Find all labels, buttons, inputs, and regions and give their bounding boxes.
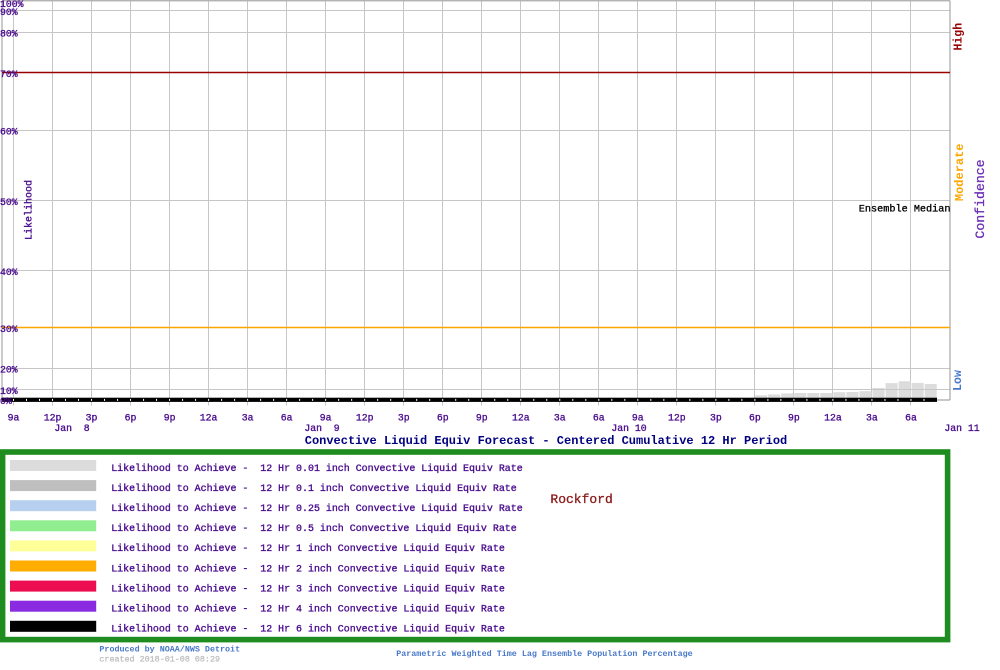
svg-text:created 2018-01-08 08:29: created 2018-01-08 08:29 [99,655,220,665]
svg-text:9p: 9p [476,412,488,423]
svg-text:Rockford: Rockford [550,492,612,507]
svg-text:3p: 3p [398,412,410,423]
svg-text:Likelihood to Achieve - 12 Hr: Likelihood to Achieve - 12 Hr 0.25 inch … [111,503,523,514]
svg-text:20%: 20% [0,365,18,376]
svg-text:6a: 6a [593,412,605,423]
svg-text:12a: 12a [824,412,842,423]
svg-text:0%: 0% [0,396,12,407]
svg-text:30%: 30% [0,324,18,335]
svg-text:12p: 12p [44,412,62,423]
svg-text:9a: 9a [632,412,644,423]
svg-text:Jan 10: Jan 10 [611,423,646,434]
svg-text:70%: 70% [0,69,18,80]
svg-text:3a: 3a [554,412,566,423]
svg-text:Low: Low [952,370,965,391]
svg-text:6p: 6p [437,412,449,423]
svg-text:Likelihood to Achieve - 12 Hr: Likelihood to Achieve - 12 Hr 4 inch Con… [111,604,505,615]
svg-text:90%: 90% [0,7,18,18]
svg-text:Convective Liquid Equiv Foreca: Convective Liquid Equiv Forecast - Cente… [305,434,787,448]
svg-text:6a: 6a [905,412,917,423]
svg-text:Moderate: Moderate [953,143,967,201]
svg-text:12p: 12p [668,412,686,423]
svg-text:12a: 12a [200,412,218,423]
svg-text:80%: 80% [0,29,18,40]
svg-text:Produced by NOAA/NWS Detroit: Produced by NOAA/NWS Detroit [99,645,240,655]
svg-text:Likelihood to Achieve - 12 Hr: Likelihood to Achieve - 12 Hr 0.1 inch C… [111,483,517,494]
svg-text:3p: 3p [86,412,98,423]
svg-text:6p: 6p [749,412,761,423]
svg-text:High: High [953,23,966,51]
svg-text:50%: 50% [0,197,18,208]
svg-text:Confidence: Confidence [973,159,988,238]
svg-text:Ensemble Median: Ensemble Median [859,204,951,216]
svg-text:Likelihood to Achieve - 12 Hr: Likelihood to Achieve - 12 Hr 6 inch Con… [111,624,505,635]
svg-text:6p: 6p [125,412,137,423]
svg-text:Jan 11: Jan 11 [944,423,979,434]
svg-text:12a: 12a [512,412,530,423]
svg-text:100%: 100% [0,0,24,10]
svg-text:40%: 40% [0,267,18,278]
svg-text:9a: 9a [8,412,20,423]
svg-text:9p: 9p [788,412,800,423]
svg-text:Likelihood to Achieve - 12 Hr: Likelihood to Achieve - 12 Hr 0.01 inch … [111,463,523,474]
svg-text:6a: 6a [281,412,293,423]
svg-text:3a: 3a [242,412,254,423]
svg-text:60%: 60% [0,127,18,138]
svg-text:3p: 3p [710,412,722,423]
svg-text:Likelihood to Achieve - 12 Hr: Likelihood to Achieve - 12 Hr 1 inch Con… [111,543,505,554]
svg-text:Likelihood: Likelihood [24,180,36,240]
svg-text:Jan 9: Jan 9 [304,423,339,434]
svg-text:12p: 12p [356,412,374,423]
svg-text:3a: 3a [866,412,878,423]
svg-text:9p: 9p [164,412,176,423]
svg-text:Likelihood to Achieve - 12 Hr: Likelihood to Achieve - 12 Hr 3 inch Con… [111,583,505,594]
svg-text:Jan 8: Jan 8 [54,423,89,434]
svg-text:9a: 9a [320,412,332,423]
svg-text:Parametric Weighted Time Lag E: Parametric Weighted Time Lag Ensemble Po… [396,649,693,659]
svg-text:Likelihood to Achieve - 12 Hr: Likelihood to Achieve - 12 Hr 0.5 inch C… [111,523,517,534]
svg-text:10%: 10% [0,386,18,397]
svg-text:Likelihood to Achieve - 12 Hr: Likelihood to Achieve - 12 Hr 2 inch Con… [111,563,505,574]
